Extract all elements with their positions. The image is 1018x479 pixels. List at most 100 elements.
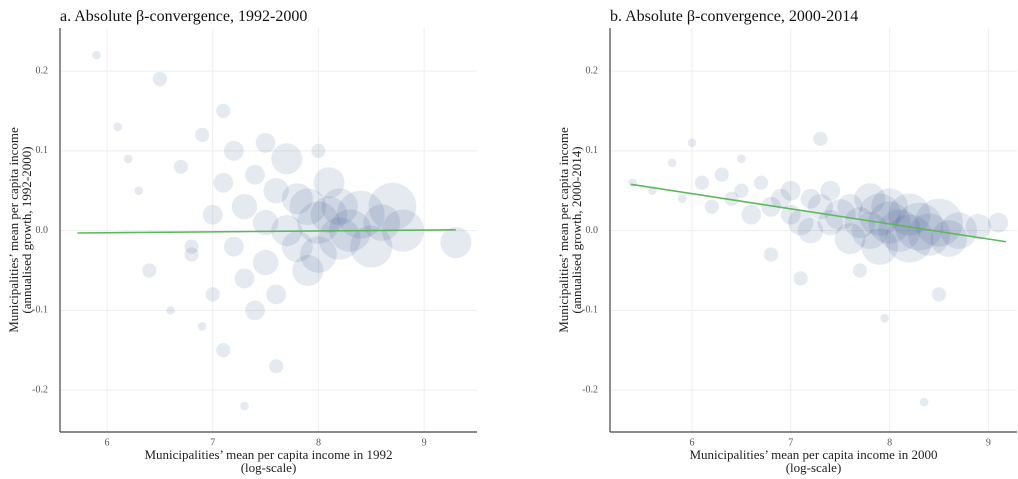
point	[252, 249, 279, 276]
x-tick-label: 7	[210, 437, 215, 448]
point	[123, 154, 133, 164]
y-axis-label: Municipalities’ mean per capita income	[6, 127, 21, 333]
x-axis-label: Municipalities’ mean per capita income i…	[144, 447, 392, 462]
point	[930, 220, 968, 257]
point	[231, 193, 258, 220]
point	[687, 138, 697, 148]
point	[213, 172, 234, 193]
y-axis-label: (annualised growth, 1992-2000)	[19, 146, 34, 313]
point	[113, 122, 122, 132]
point	[878, 209, 921, 252]
point	[800, 188, 821, 209]
point	[310, 196, 348, 233]
point	[965, 213, 992, 240]
fit-line	[630, 183, 1007, 243]
y-axis-label: (annualised growth, 2000-2014)	[569, 146, 584, 313]
point	[780, 180, 801, 201]
point	[834, 223, 866, 255]
point	[321, 188, 358, 225]
point	[915, 198, 963, 247]
point	[134, 186, 144, 196]
point	[234, 268, 255, 289]
point	[793, 271, 808, 286]
point	[252, 209, 279, 236]
point	[271, 143, 303, 175]
point	[289, 188, 327, 225]
y-tick-label: -0.1	[32, 305, 48, 316]
point	[858, 193, 901, 236]
point	[868, 201, 911, 244]
point	[988, 212, 1009, 233]
point	[216, 343, 231, 358]
x-axis-label: (log-scale)	[241, 460, 297, 475]
point	[255, 132, 276, 153]
point	[771, 188, 791, 209]
point	[885, 214, 934, 263]
point	[281, 183, 313, 215]
y-tick-label: 0.0	[36, 225, 49, 236]
x-tick-label: 6	[105, 437, 110, 448]
point	[677, 194, 687, 203]
point	[313, 167, 345, 199]
point	[440, 227, 472, 259]
point	[880, 314, 889, 323]
point	[797, 217, 824, 244]
y-tick-label: 0.2	[36, 65, 49, 76]
point	[142, 263, 157, 278]
point	[724, 191, 739, 206]
point	[311, 143, 326, 158]
point	[202, 204, 223, 225]
point	[704, 199, 719, 214]
point	[871, 188, 908, 225]
fit-line	[77, 229, 456, 234]
y-tick-label: -0.2	[582, 384, 598, 395]
point	[184, 247, 199, 262]
point	[205, 287, 220, 302]
point	[281, 231, 313, 263]
point	[919, 397, 929, 407]
point	[152, 71, 167, 87]
y-tick-label: 0.2	[586, 65, 599, 76]
point	[92, 50, 101, 60]
x-tick-label: 6	[689, 437, 694, 448]
point	[931, 287, 947, 302]
point	[763, 247, 779, 262]
point	[216, 103, 231, 119]
point	[245, 164, 265, 185]
x-tick-label: 9	[422, 437, 427, 448]
y-tick-label: 0.1	[586, 145, 599, 156]
point	[300, 236, 337, 273]
y-tick-label: -0.1	[582, 305, 598, 316]
point	[363, 204, 401, 241]
point	[907, 213, 951, 256]
x-tick-label: 7	[788, 437, 793, 448]
point	[714, 167, 729, 182]
point	[263, 178, 289, 204]
point	[754, 175, 769, 190]
point	[895, 202, 944, 251]
point	[350, 225, 393, 268]
point	[166, 306, 175, 315]
point	[240, 401, 249, 411]
point	[861, 228, 898, 265]
point	[837, 193, 863, 220]
point	[297, 201, 340, 244]
point	[787, 209, 814, 236]
point	[223, 236, 244, 257]
x-tick-label: 8	[316, 437, 321, 448]
point	[318, 217, 361, 260]
x-tick-label: 9	[986, 437, 991, 448]
point	[368, 182, 417, 231]
point	[266, 284, 287, 305]
point	[820, 180, 841, 201]
point	[197, 322, 207, 331]
point	[741, 204, 762, 225]
point	[761, 196, 781, 217]
y-axis-label: Municipalities’ mean per capita income	[556, 127, 571, 333]
point	[852, 263, 868, 278]
chart-title: a. Absolute β-convergence, 1992-2000	[60, 8, 307, 25]
point	[667, 158, 677, 168]
point	[854, 183, 886, 215]
point	[269, 359, 284, 374]
